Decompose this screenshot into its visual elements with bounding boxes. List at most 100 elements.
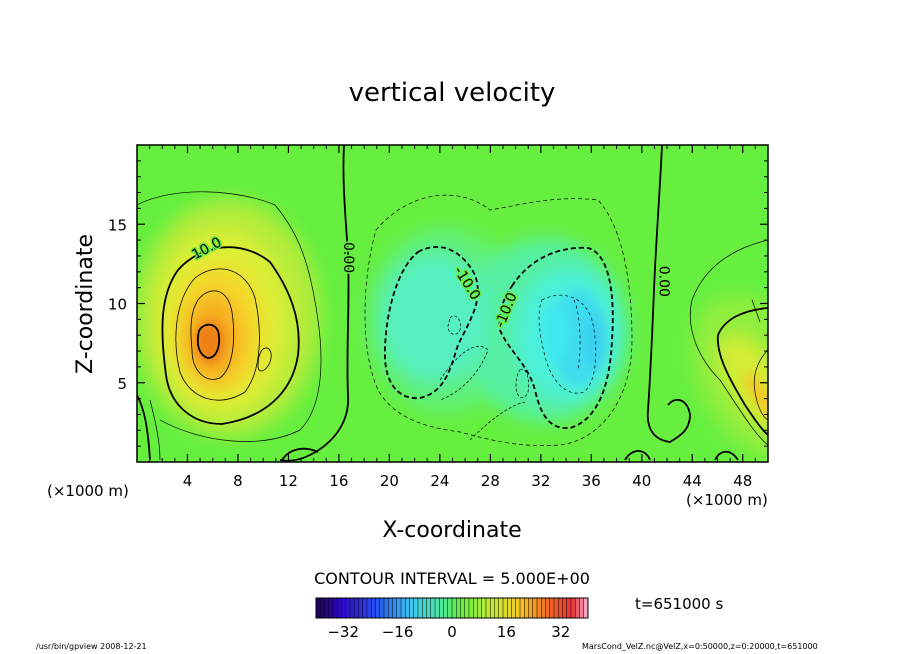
colorbar-bin [371, 598, 376, 618]
x-tick-label: 24 [430, 472, 449, 490]
colorbar-bin [422, 598, 427, 618]
colorbar-bin [426, 598, 432, 618]
colorbar-bin [469, 598, 474, 618]
colorbar-bin [324, 598, 330, 618]
colorbar-bin [460, 598, 466, 618]
colorbar-bin [341, 598, 347, 618]
colorbar-bin [562, 598, 568, 618]
colorbar-bin [571, 598, 576, 618]
colorbar-bin [447, 598, 453, 618]
colorbar-bin [528, 598, 534, 618]
colorbar-bin [477, 598, 483, 618]
colorbar-bin [435, 598, 440, 618]
colorbar-bin [473, 598, 478, 618]
x-tick-label: 28 [481, 472, 500, 490]
colorbar-bin [486, 598, 491, 618]
x-tick-label: 40 [632, 472, 651, 490]
y-tick-label: 15 [108, 216, 127, 234]
colorbar-bin [532, 598, 538, 618]
colorbar-bin [396, 598, 402, 618]
colorbar-bin [375, 598, 381, 618]
colorbar-tick-label: 0 [447, 623, 457, 641]
x-tick-label: 36 [582, 472, 601, 490]
x-tick-label: 32 [531, 472, 550, 490]
colorbar-bin [337, 598, 342, 618]
x-axis-label: X-coordinate [382, 518, 521, 543]
x-tick-label: 4 [183, 472, 193, 490]
x-tick-label: 44 [683, 472, 702, 490]
colorbar-bin [524, 598, 529, 618]
x-tick-label: 8 [233, 472, 243, 490]
x-tick-label: 48 [733, 472, 752, 490]
colorbar-tick-label: 16 [497, 623, 516, 641]
colorbar-bin [388, 598, 393, 618]
colorbar-bin [392, 598, 398, 618]
colorbar-tick-label: −16 [382, 623, 414, 641]
contour-interval-label: CONTOUR INTERVAL = 5.000E+00 [314, 569, 590, 588]
y-axis: 5 10 15 [108, 160, 768, 447]
colorbar-bin [443, 598, 449, 618]
time-label: t=651000 s [635, 595, 723, 613]
colorbar-bin [554, 598, 559, 618]
colorbar-bin [456, 598, 461, 618]
colorbar-bin [494, 598, 500, 618]
colorbar-bin [367, 598, 372, 618]
footer-left: /usr/bin/gpview 2008-12-21 [36, 642, 147, 651]
colorbar-bin [452, 598, 457, 618]
colorbar-bin [515, 598, 521, 618]
colorbar-bin [350, 598, 355, 618]
y-tick-label: 5 [117, 375, 127, 393]
colorbar-bin [430, 598, 436, 618]
y-tick-label: 10 [108, 296, 127, 314]
colorbar-bin [464, 598, 470, 618]
colorbar-frame [315, 597, 589, 619]
colorbar-bin [362, 598, 368, 618]
colorbar-bin [579, 598, 585, 618]
colorbar-ticks: −32 −16 0 16 32 [327, 623, 570, 641]
colorbar-bin [541, 598, 546, 618]
contour-lines [137, 145, 768, 462]
chart-title: vertical velocity [349, 78, 556, 108]
colorbar-bin [511, 598, 517, 618]
colorbar-bin [320, 598, 325, 618]
colorbar-bin [583, 598, 589, 618]
contour-label: 0.00 [656, 266, 672, 297]
colorbar-bin [558, 598, 563, 618]
downdraft-core-shading [542, 290, 606, 386]
colorbar-bin [401, 598, 406, 618]
x-tick-label: 20 [380, 472, 399, 490]
colorbar-bin [481, 598, 487, 618]
colorbar-bin [409, 598, 415, 618]
colorbar-bin [566, 598, 572, 618]
x-unit-right: (×1000 m) [686, 491, 768, 509]
colorbar-bin [358, 598, 364, 618]
colorbar-bin [333, 598, 338, 618]
colorbar-bin [405, 598, 410, 618]
plot-area: 10.0 0.00-10.0-10.00.00 [137, 145, 768, 462]
colorbar-bin [549, 598, 555, 618]
colorbar-bin [345, 598, 351, 618]
colorbar-bin [498, 598, 504, 618]
colorbar-bin [316, 598, 321, 618]
footer-right: MarsCond_VelZ.nc@VelZ,x=0:50000,z=0:2000… [582, 642, 818, 651]
colorbar-tick-label: 32 [551, 623, 570, 641]
x-axis: 4 8 12 16 20 24 28 32 36 40 44 48 [149, 145, 756, 490]
colorbar-bin [379, 598, 385, 618]
updraft-left-shading [137, 200, 320, 436]
colorbar-bin [520, 598, 525, 618]
colorbar-bin [384, 598, 389, 618]
contour-label: 0.00 [340, 242, 356, 273]
colorbar-bin [575, 598, 580, 618]
x-unit-left: (×1000 m) [47, 482, 129, 500]
colorbar-bin [328, 598, 334, 618]
colorbar-bin [545, 598, 551, 618]
colorbar-bin [439, 598, 444, 618]
colorbar-bin [354, 598, 359, 618]
x-tick-label: 16 [329, 472, 348, 490]
colorbar [315, 597, 589, 619]
colorbar-bin [413, 598, 419, 618]
y-axis-label: Z-coordinate [73, 234, 98, 374]
colorbar-bin [537, 598, 542, 618]
colorbar-bin [418, 598, 423, 618]
